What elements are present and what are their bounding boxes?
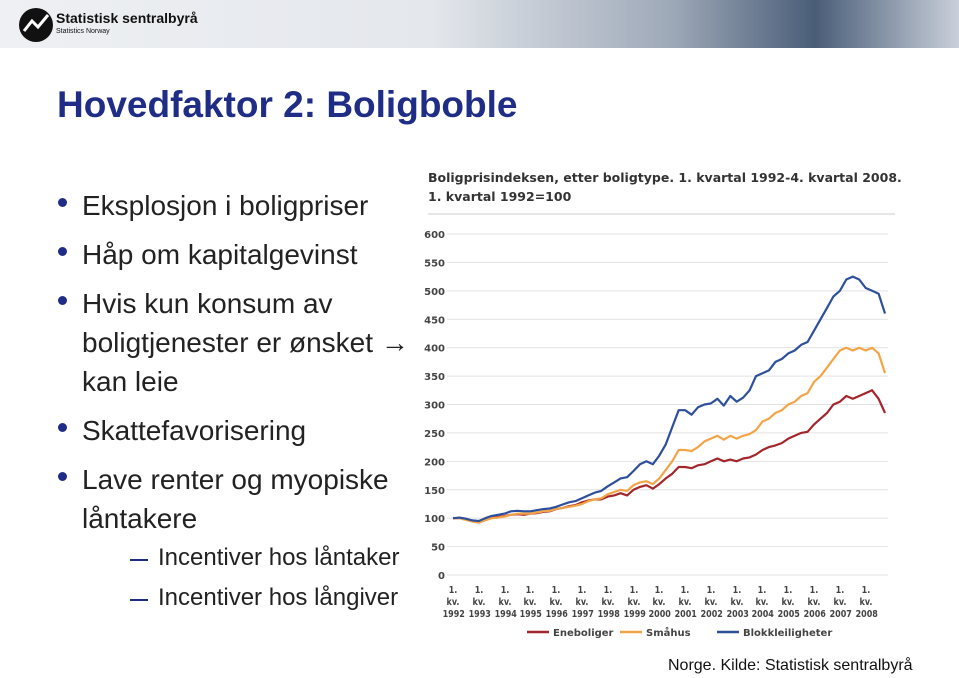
chart-subtitle: 1. kvartal 1992=100 xyxy=(428,189,572,204)
y-tick-label: 300 xyxy=(424,401,445,412)
y-tick-label: 500 xyxy=(424,287,445,298)
x-tick-label: 1. kv. 2002 xyxy=(700,585,723,620)
y-tick-label: 0 xyxy=(438,571,445,582)
sub-list: Incentiver hos låntaker Incentiver hos lå… xyxy=(82,538,418,618)
series-line xyxy=(452,275,887,523)
bullet-text: Håp om kapitalgevinst xyxy=(82,239,358,270)
legend-label: Blokkleiligheter xyxy=(743,628,832,639)
sub-bullet: Incentiver hos långiver xyxy=(106,578,418,618)
x-tick-label: 1. kv. 1994 xyxy=(494,585,517,620)
y-tick-label: 250 xyxy=(424,429,445,440)
bullet-text: Skattefavorisering xyxy=(82,415,307,446)
x-tick-label: 1. kv. 1999 xyxy=(623,585,646,620)
logo xyxy=(19,8,53,42)
y-tick-label: 150 xyxy=(424,486,445,497)
series-line xyxy=(453,346,887,524)
chart-frame xyxy=(428,170,895,645)
y-tick-label: 550 xyxy=(424,258,445,269)
bullet: Skattefavorisering xyxy=(58,411,418,450)
x-tick-label: 1. kv. 2007 xyxy=(829,585,852,620)
x-tick-label: 1. kv. 2004 xyxy=(752,585,775,620)
bullet-text: Hvis kun konsum av boligtjenester er øns… xyxy=(82,288,409,397)
bullet: Eksplosjon i boligpriser xyxy=(58,186,418,225)
x-tick-label: 1. kv. 2005 xyxy=(777,585,801,620)
org-name: Statistisk sentralbyrå xyxy=(56,10,198,26)
x-tick-label: 1. kv. 2000 xyxy=(648,585,672,620)
x-tick-label: 1. kv. 2001 xyxy=(674,585,697,620)
y-tick-label: 100 xyxy=(424,514,445,525)
x-tick-label: 1. kv. 1993 xyxy=(468,585,491,620)
y-tick-label: 400 xyxy=(424,344,445,355)
legend-label: Småhus xyxy=(646,626,691,639)
bullet-list: Eksplosjon i boligpriser Håp om kapitalge… xyxy=(58,186,418,628)
y-tick-label: 450 xyxy=(424,315,445,326)
y-tick-label: 600 xyxy=(424,230,445,241)
sub-bullet: Incentiver hos låntaker xyxy=(106,538,418,578)
x-tick-label: 1. kv. 1996 xyxy=(545,585,569,620)
x-tick-label: 1. kv. 1997 xyxy=(571,585,594,620)
x-tick-label: 1. kv. 2006 xyxy=(803,585,826,620)
y-tick-label: 350 xyxy=(424,372,445,383)
x-tick-label: 1. kv. 1992 xyxy=(442,585,465,620)
bullet: Lave renter og myopiske låntakere Incenti… xyxy=(58,460,418,618)
legend-label: Eneboliger xyxy=(553,628,614,639)
source: Norge. Kilde: Statistisk sentralbyrå xyxy=(668,657,913,674)
y-tick-label: 50 xyxy=(431,543,445,554)
bullet-text: Eksplosjon i boligpriser xyxy=(82,190,369,221)
x-tick-label: 1. kv. 2008 xyxy=(855,585,878,620)
x-tick-label: 1. kv. 2003 xyxy=(726,585,749,620)
header-banner: Statistisk sentralbyrå Statistics Norway xyxy=(0,0,959,48)
slide-title: Hovedfaktor 2: Boligboble xyxy=(57,84,518,125)
bullet: Hvis kun konsum av boligtjenester er øns… xyxy=(58,284,418,401)
chart-title: Boligprisindeksen, etter boligtype. 1. k… xyxy=(428,170,902,185)
org-name-en: Statistics Norway xyxy=(56,28,110,35)
y-tick-label: 200 xyxy=(424,457,445,468)
bullet-text: Lave renter og myopiske låntakere xyxy=(82,464,389,534)
bullet: Håp om kapitalgevinst xyxy=(58,235,418,274)
x-tick-label: 1. kv. 1998 xyxy=(597,585,620,620)
x-tick-label: 1. kv. 1995 xyxy=(519,585,543,620)
